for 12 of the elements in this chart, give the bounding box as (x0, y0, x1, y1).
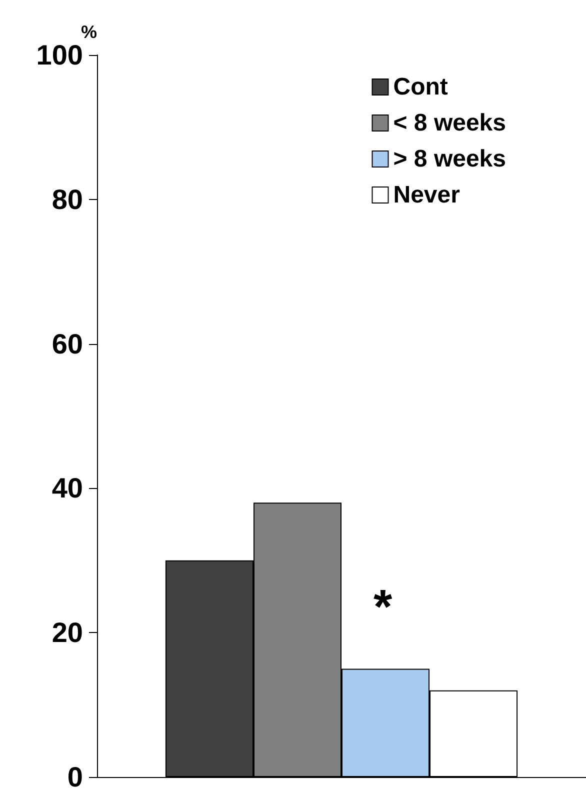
y-axis-title: % (80, 22, 97, 42)
annotation: * (374, 581, 393, 634)
legend-label: Never (393, 182, 460, 208)
y-tick-label: 60 (52, 328, 83, 360)
legend-label: Cont (393, 74, 448, 100)
y-tick-label: 20 (52, 617, 83, 648)
y-tick-label: 0 (67, 762, 83, 792)
y-tick-label: 100 (36, 40, 83, 70)
legend-label: < 8 weeks (393, 110, 506, 136)
y-tick-label: 40 (52, 472, 83, 504)
legend-label: > 8 weeks (393, 146, 506, 172)
y-tick-label: 80 (52, 184, 83, 215)
